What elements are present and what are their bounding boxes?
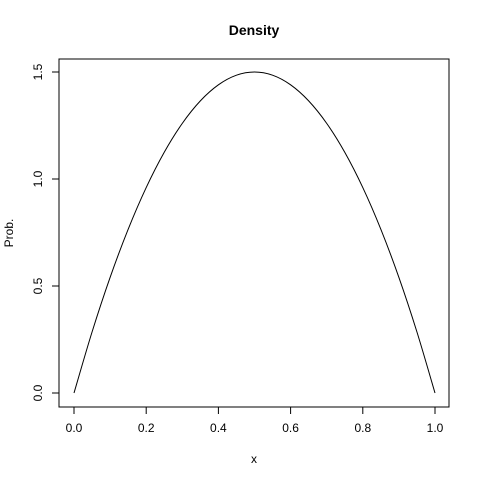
y-axis-label: Prob. xyxy=(2,219,16,248)
x-tick-label: 0.6 xyxy=(282,421,299,435)
y-tick-label: 1.0 xyxy=(31,170,45,187)
chart-title: Density xyxy=(229,22,280,38)
y-tick-label: 0.5 xyxy=(31,277,45,294)
series-layer xyxy=(73,71,436,394)
y-tick-label: 0.0 xyxy=(31,384,45,401)
y-axis: 0.0 0.5 1.0 1.5 xyxy=(31,63,60,401)
x-axis-label: x xyxy=(251,452,257,466)
x-tick-label: 0.8 xyxy=(354,421,371,435)
x-axis: 0.0 0.2 0.4 0.6 0.8 1.0 xyxy=(66,406,444,435)
x-tick-label: 0.0 xyxy=(66,421,83,435)
density-curve xyxy=(73,71,436,394)
x-tick-label: 0.2 xyxy=(138,421,155,435)
x-tick-label: 1.0 xyxy=(427,421,444,435)
y-tick-label: 1.5 xyxy=(31,63,45,80)
plot-frame xyxy=(58,58,450,408)
x-tick-label: 0.4 xyxy=(210,421,227,435)
